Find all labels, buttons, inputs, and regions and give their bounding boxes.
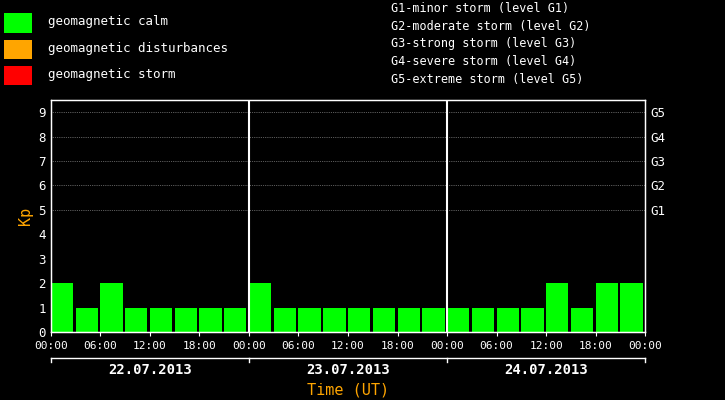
Bar <box>224 308 247 332</box>
Bar <box>546 283 568 332</box>
Text: geomagnetic disturbances: geomagnetic disturbances <box>48 42 228 55</box>
Bar <box>621 283 643 332</box>
FancyBboxPatch shape <box>4 40 32 59</box>
Bar <box>472 308 494 332</box>
Text: geomagnetic calm: geomagnetic calm <box>48 16 168 28</box>
Text: G5-extreme storm (level G5): G5-extreme storm (level G5) <box>391 73 584 86</box>
Bar <box>323 308 346 332</box>
Text: 22.07.2013: 22.07.2013 <box>108 363 191 377</box>
Bar <box>125 308 147 332</box>
Bar <box>397 308 420 332</box>
Bar <box>447 308 469 332</box>
Bar <box>175 308 197 332</box>
Bar <box>596 283 618 332</box>
Text: G3-strong storm (level G3): G3-strong storm (level G3) <box>391 38 576 50</box>
Bar <box>150 308 172 332</box>
Text: 23.07.2013: 23.07.2013 <box>306 363 390 377</box>
Text: Time (UT): Time (UT) <box>307 382 389 398</box>
Bar <box>348 308 370 332</box>
Bar <box>521 308 544 332</box>
Bar <box>199 308 222 332</box>
Text: geomagnetic storm: geomagnetic storm <box>48 68 175 81</box>
Bar <box>100 283 123 332</box>
FancyBboxPatch shape <box>4 66 32 85</box>
Bar <box>571 308 593 332</box>
Text: G1-minor storm (level G1): G1-minor storm (level G1) <box>391 2 569 15</box>
Text: G2-moderate storm (level G2): G2-moderate storm (level G2) <box>391 20 591 33</box>
FancyBboxPatch shape <box>4 13 32 32</box>
Bar <box>497 308 519 332</box>
Text: G4-severe storm (level G4): G4-severe storm (level G4) <box>391 55 576 68</box>
Text: 24.07.2013: 24.07.2013 <box>505 363 588 377</box>
Bar <box>51 283 73 332</box>
Bar <box>273 308 296 332</box>
Bar <box>373 308 395 332</box>
Bar <box>299 308 320 332</box>
Bar <box>422 308 444 332</box>
Bar <box>249 283 271 332</box>
Y-axis label: Kp: Kp <box>18 207 33 225</box>
Bar <box>75 308 98 332</box>
